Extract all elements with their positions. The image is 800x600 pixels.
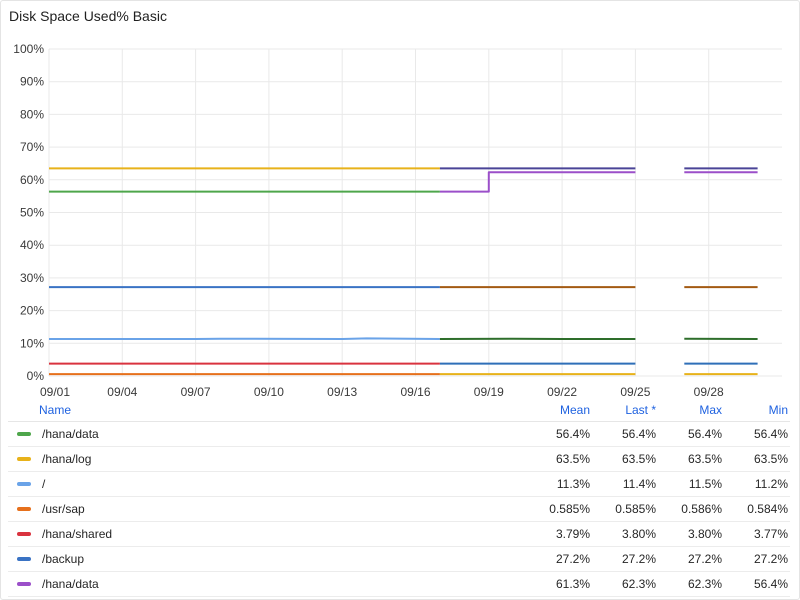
legend-label: /hana/data [42,577,99,591]
legend-name: /hana/shared [8,527,520,541]
legend-last: 0.585% [615,502,656,516]
legend-last: 56.4% [621,427,656,441]
legend-max: 62.3% [687,577,722,591]
y-tick-label: 20% [20,304,44,318]
legend-label: / [42,477,46,491]
legend-row[interactable]: /backup 27.2% 27.2% 27.2% 27.2% [8,547,790,572]
legend-table: Name Mean Last * Max Min /hana/data 56.4… [8,398,790,597]
legend-min: 0.584% [747,502,788,516]
y-tick-label: 0% [27,369,45,383]
legend-swatch [17,557,31,561]
legend-swatch [17,432,31,436]
legend-row[interactable]: /hana/shared 3.79% 3.80% 3.80% 3.77% [8,522,790,547]
legend-name: /backup [8,552,520,566]
legend-row[interactable]: /usr/sap 0.585% 0.585% 0.586% 0.584% [8,497,790,522]
legend-name: /hana/data [8,577,520,591]
legend-label: /hana/log [42,452,92,466]
y-tick-label: 100% [13,42,44,56]
legend-max: 3.80% [687,527,722,541]
legend-row[interactable]: /hana/log 63.5% 63.5% 63.5% 63.5% [8,447,790,472]
legend-swatch [17,507,31,511]
legend-max: 27.2% [687,552,722,566]
legend-min: 56.4% [753,427,788,441]
y-tick-label: 10% [20,336,44,350]
y-tick-label: 60% [20,173,44,187]
legend-max: 56.4% [687,427,722,441]
series-line [49,337,440,340]
legend-row[interactable]: /hana/data 56.4% 56.4% 56.4% 56.4% [8,422,790,447]
x-tick-label: 09/07 [181,385,211,399]
legend-mean: 11.3% [556,477,590,491]
legend-swatch [17,582,31,586]
y-tick-label: 30% [20,271,44,285]
y-tick-label: 70% [20,140,44,154]
grid-lines [48,48,782,377]
legend-last: 62.3% [621,577,656,591]
x-tick-label: 09/13 [327,385,357,399]
legend-max: 0.586% [681,502,722,516]
legend-min: 27.2% [753,552,788,566]
legend-label: /usr/sap [42,502,85,516]
legend-last: 3.80% [621,527,656,541]
y-tick-label: 40% [20,238,44,252]
x-tick-label: 09/01 [40,385,70,399]
legend-min: 11.2% [754,477,788,491]
legend-swatch [17,457,31,461]
legend-last: 11.4% [622,477,656,491]
legend-swatch [17,482,31,486]
legend-label: /backup [42,552,85,566]
legend-label: /hana/shared [42,527,113,541]
series-lines [49,167,758,376]
legend-mean: 63.5% [555,452,590,466]
x-tick-label: 09/04 [107,385,137,399]
legend-name: /usr/sap [8,502,520,516]
legend-header-min[interactable]: Min [768,402,788,417]
legend-mean: 61.3% [555,577,590,591]
legend-last: 63.5% [621,452,656,466]
legend-min: 3.77% [753,527,788,541]
legend-min: 56.4% [753,577,788,591]
legend-label: /hana/data [42,427,99,441]
legend-mean: 3.79% [555,527,590,541]
legend-max: 63.5% [687,452,722,466]
legend-header-max[interactable]: Max [699,402,722,417]
legend-header-last[interactable]: Last * [625,402,656,417]
legend-name: /hana/log [8,452,520,466]
x-tick-label: 09/25 [620,385,650,399]
x-tick-label: 09/10 [254,385,284,399]
legend-header-name[interactable]: Name [39,402,72,417]
y-tick-label: 90% [20,75,44,89]
legend-name: /hana/data [8,427,520,441]
y-axis-ticks: 0% 10% 20% 30% 40% 50% 60% 70% 80% 90% 100% [13,42,44,383]
legend-swatch [17,532,31,536]
panel-title: Disk Space Used% Basic [9,8,167,24]
legend-mean: 56.4% [555,427,590,441]
chart-plot[interactable]: 0%10%20%30%40%50%60%70%80%90%100% 09/01 0… [0,0,800,400]
x-tick-label: 09/16 [400,385,430,399]
y-tick-label: 80% [20,107,44,121]
legend-row[interactable]: / 11.3% 11.4% 11.5% 11.2% [8,472,790,497]
x-tick-label: 09/19 [474,385,504,399]
legend-min: 63.5% [753,452,788,466]
legend-mean: 0.585% [549,502,590,516]
x-axis-ticks: 09/01 09/04 09/07 09/10 09/13 09/16 09/19 09/22… [40,385,724,399]
y-tick-label: 50% [20,206,44,220]
legend-mean: 27.2% [555,552,590,566]
series-line [439,171,758,193]
legend-last: 27.2% [621,552,656,566]
legend-row[interactable]: /hana/data 61.3% 62.3% 62.3% 56.4% [8,572,790,597]
legend-header-mean[interactable]: Mean [559,402,590,417]
x-tick-label: 09/28 [694,385,724,399]
legend-max: 11.5% [688,477,722,491]
legend-header: Name Mean Last * Max Min [8,398,790,422]
legend-name: / [8,477,520,491]
x-tick-label: 09/22 [547,385,577,399]
